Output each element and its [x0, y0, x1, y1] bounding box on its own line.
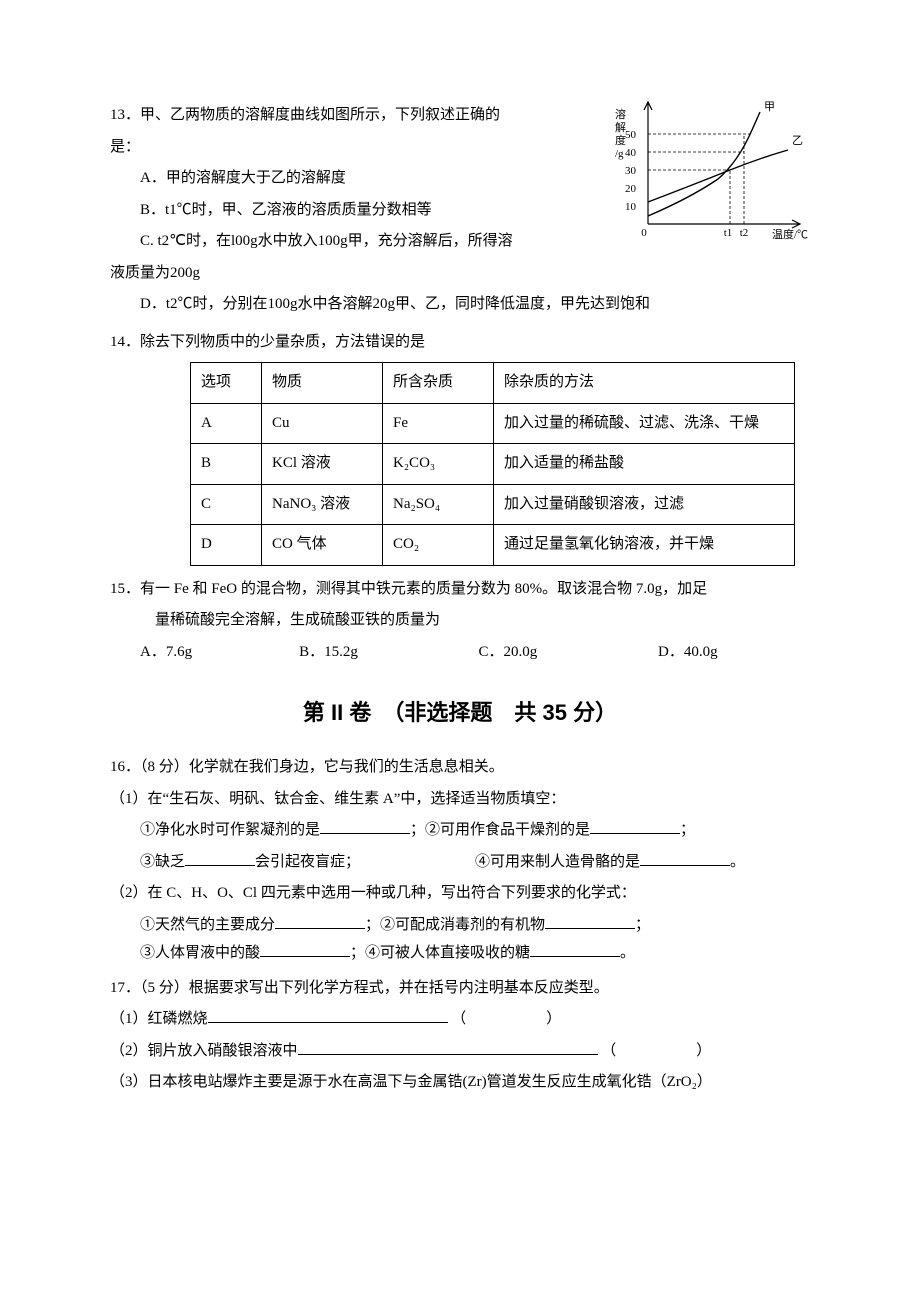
q16-p1: （1）在“生石灰、明矾、钛合金、维生素 A”中，选择适当物质填空： — [110, 784, 810, 816]
solubility-chart: 10 20 30 40 50 溶 解 度 /g — [610, 94, 810, 249]
blank — [275, 913, 365, 929]
q16-p1-line1: ①净化水时可作絮凝剂的是；②可用作食品干燥剂的是； — [110, 815, 810, 847]
q15-opt-c: C．20.0g — [479, 637, 658, 669]
q16-p2-line2: ③人体胃液中的酸；④可被人体直接吸收的糖。 — [110, 941, 810, 967]
blank — [298, 1039, 598, 1055]
q13-figure: 10 20 30 40 50 溶 解 度 /g — [610, 94, 810, 262]
svg-text:度: 度 — [615, 133, 626, 147]
svg-text:10: 10 — [625, 201, 637, 213]
q15-opt-b: B．15.2g — [299, 637, 478, 669]
section2-title: 第 II 卷 （非选择题 共 35 分） — [110, 690, 810, 736]
q17-p2: （2）铜片放入硝酸银溶液中 （） — [110, 1036, 810, 1068]
blank — [260, 941, 350, 957]
q13-opt-d: D．t2℃时，分别在100g水中各溶解20g甲、乙，同时降低温度，甲先达到饱和 — [110, 289, 810, 321]
svg-text:t1: t1 — [724, 227, 733, 239]
q14-table: 选项 物质 所含杂质 除杂质的方法 A Cu Fe 加入过量的稀硫酸、过滤、洗涤… — [190, 362, 795, 566]
table-row: D CO 气体 CO₂ 通过足量氢氧化钠溶液，并干燥 — [191, 525, 795, 566]
q14-col-3: 除杂质的方法 — [494, 363, 795, 404]
svg-text:甲: 甲 — [764, 101, 775, 113]
blank — [208, 1007, 448, 1023]
blank — [185, 850, 255, 866]
blank — [640, 850, 730, 866]
svg-text:30: 30 — [625, 165, 637, 177]
blank — [545, 913, 635, 929]
q17-p1: （1）红磷燃烧 （） — [110, 1004, 810, 1036]
q14-col-2: 所含杂质 — [383, 363, 494, 404]
svg-text:溶: 溶 — [615, 107, 626, 121]
q16-stem: 16．（8 分）化学就在我们身边，它与我们的生活息息相关。 — [110, 752, 810, 784]
q16-p2-line1: ①天然气的主要成分；②可配成消毒剂的有机物； — [110, 910, 810, 942]
q15-stem-1: 15．有一 Fe 和 FeO 的混合物，测得其中铁元素的质量分数为 80%。取该… — [110, 574, 810, 606]
table-row: A Cu Fe 加入过量的稀硫酸、过滤、洗涤、干燥 — [191, 403, 795, 444]
q15-opt-a: A．7.6g — [140, 637, 299, 669]
blank — [530, 941, 620, 957]
q16-p2: （2）在 C、H、O、Cl 四元素中选用一种或几种，写出符合下列要求的化学式： — [110, 878, 810, 910]
q13-opt-c2: 液质量为200g — [110, 258, 810, 290]
svg-text:/g: /g — [615, 148, 624, 160]
q14-col-1: 物质 — [262, 363, 383, 404]
q14-col-0: 选项 — [191, 363, 262, 404]
table-row: C NaNO₃ 溶液 Na₂SO₄ 加入过量硝酸钡溶液，过滤 — [191, 484, 795, 525]
svg-text:解: 解 — [615, 120, 626, 134]
q14-stem: 14．除去下列物质中的少量杂质，方法错误的是 — [110, 327, 810, 359]
blank — [590, 818, 680, 834]
q17-p3: （3）日本核电站爆炸主要是源于水在高温下与金属锆(Zr)管道发生反应生成氧化锆（… — [110, 1067, 810, 1099]
table-header-row: 选项 物质 所含杂质 除杂质的方法 — [191, 363, 795, 404]
q15-opt-d: D．40.0g — [658, 637, 840, 669]
q15-options: A．7.6g B．15.2g C．20.0g D．40.0g — [110, 637, 840, 669]
svg-text:t2: t2 — [740, 227, 749, 239]
blank — [320, 818, 410, 834]
q15-stem-2: 量稀硫酸完全溶解，生成硫酸亚铁的质量为 — [110, 605, 810, 637]
svg-text:50: 50 — [625, 129, 637, 141]
svg-text:40: 40 — [625, 147, 637, 159]
q17-stem: 17．（5 分）根据要求写出下列化学方程式，并在括号内注明基本反应类型。 — [110, 973, 810, 1005]
q16-p1-line2: ③缺乏会引起夜盲症； ④可用来制人造骨骼的是。 — [110, 847, 810, 879]
svg-text:20: 20 — [625, 183, 637, 195]
svg-text:乙: 乙 — [792, 134, 803, 147]
table-row: B KCl 溶液 K₂CO₃ 加入适量的稀盐酸 — [191, 444, 795, 485]
svg-text:0: 0 — [641, 227, 647, 239]
svg-text:温度/℃: 温度/℃ — [772, 227, 808, 241]
